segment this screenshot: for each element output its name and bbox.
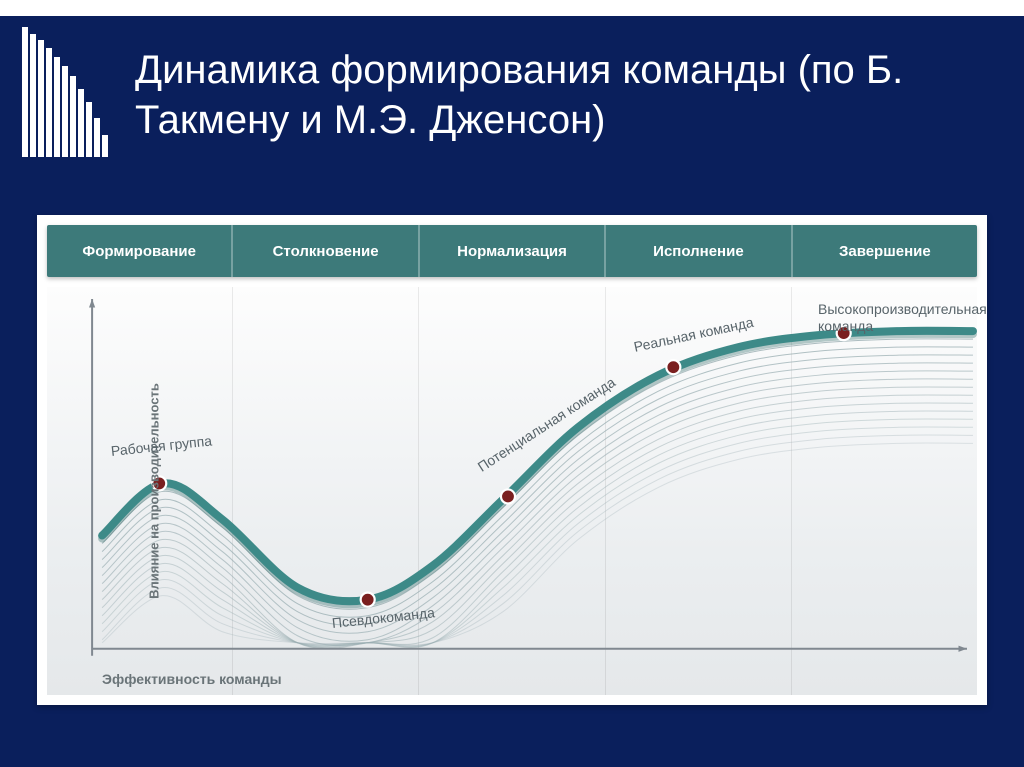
stripe-bar (102, 135, 108, 157)
stripe-bar (46, 48, 52, 157)
x-axis-label: Эффективность команды (102, 671, 282, 687)
stripe-bar (86, 102, 92, 157)
chart-svg (47, 287, 977, 696)
stripe-bar (22, 27, 28, 157)
stripe-bar (70, 76, 76, 157)
top-border (0, 0, 1024, 16)
stripe-bar (38, 40, 44, 157)
data-point-label: Высокопроизводительнаякоманда (818, 301, 1008, 335)
slide-title: Динамика формирования команды (по Б. Так… (135, 45, 984, 145)
stripe-bar (62, 66, 68, 157)
data-point (666, 360, 680, 374)
y-axis (89, 299, 95, 656)
y-axis-label: Влияние на производительность (146, 383, 161, 599)
stage-cell: Формирование (47, 225, 233, 277)
corner-stripe-decoration (22, 27, 112, 157)
stage-cell: Столкновение (233, 225, 419, 277)
stage-cell: Исполнение (606, 225, 792, 277)
stripe-bar (30, 34, 36, 158)
stripe-bar (78, 89, 84, 157)
chart-frame: ФормированиеСтолкновениеНормализацияИспо… (37, 215, 987, 705)
echo-line (102, 371, 973, 641)
stripe-bar (54, 57, 60, 157)
x-axis (92, 646, 967, 652)
data-point (361, 593, 375, 607)
stage-cell: Нормализация (420, 225, 606, 277)
stage-cell: Завершение (793, 225, 977, 277)
slide: Динамика формирования команды (по Б. Так… (0, 0, 1024, 767)
echo-line (102, 363, 973, 633)
data-point (501, 489, 515, 503)
plot-area: Влияние на производительность Эффективно… (47, 287, 977, 695)
stripe-bar (94, 118, 100, 157)
stage-header: ФормированиеСтолкновениеНормализацияИспо… (47, 225, 977, 277)
